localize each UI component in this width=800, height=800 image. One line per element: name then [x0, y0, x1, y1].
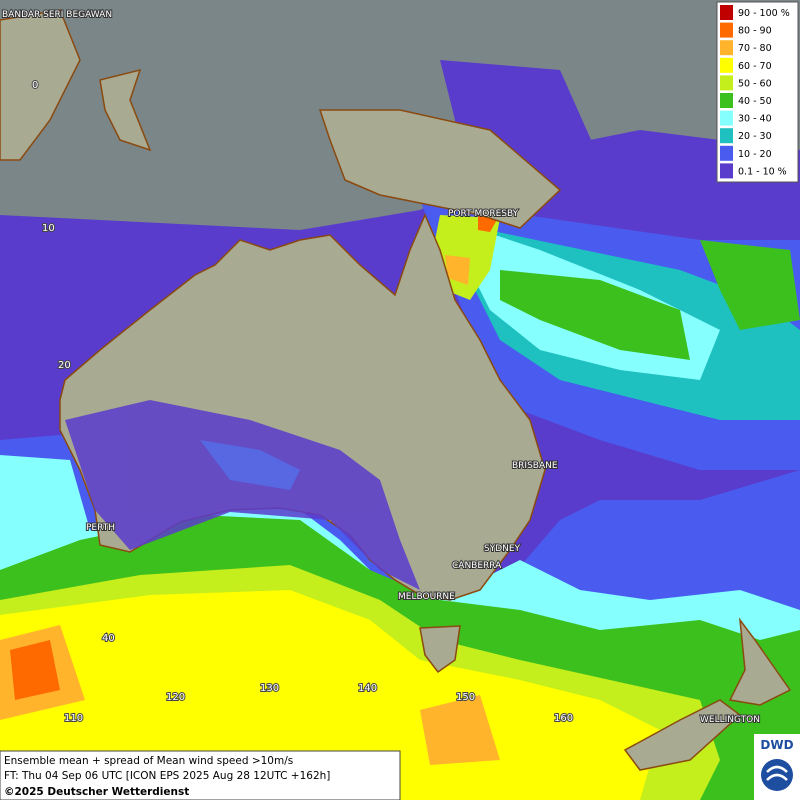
lon-label: 120	[166, 692, 185, 703]
lat-label: 10	[42, 223, 55, 234]
tasmania	[419, 625, 461, 674]
area	[65, 400, 420, 590]
area	[445, 255, 470, 285]
legend-swatch	[720, 22, 733, 38]
borneo	[0, 9, 81, 161]
legend-swatch	[720, 57, 733, 73]
place-label: BRISBANE	[512, 461, 558, 471]
lon-label: 140	[358, 683, 377, 694]
info-text: Ensemble mean + spread of Mean wind spee…	[4, 755, 293, 767]
legend: 90 - 100 % 80 - 90 70 - 80 60 - 70 50 - 60 40…	[716, 1, 799, 183]
logo-text: DWD	[760, 738, 793, 752]
place-label: PERTH	[86, 523, 115, 533]
sulawesi	[99, 68, 152, 152]
place-label: MELBOURNE	[398, 592, 455, 602]
place-label: CANBERRA	[452, 561, 502, 571]
legend-label: 10 - 20	[738, 149, 772, 160]
place-label: BANDAR SERI BEGAWAN	[2, 10, 112, 20]
area	[10, 640, 60, 700]
legend-swatch	[720, 145, 733, 161]
place-label: WELLINGTON	[700, 715, 760, 725]
interior-areas	[65, 400, 420, 590]
lat-label: 40	[102, 633, 115, 644]
lon-label: 160	[554, 713, 573, 724]
legend-swatch	[720, 93, 733, 108]
legend-swatch	[720, 40, 733, 56]
area	[200, 440, 300, 490]
area	[500, 270, 690, 360]
area	[700, 240, 800, 330]
legend-swatch	[720, 163, 733, 179]
legend-swatch	[720, 128, 733, 144]
legend-label: 50 - 60	[738, 78, 772, 89]
lon-label: 150	[456, 692, 475, 703]
place-label: PORT MORESBY	[448, 209, 519, 219]
legend-label: 90 - 100 %	[738, 8, 790, 19]
nz-north	[728, 617, 792, 706]
area	[420, 695, 500, 765]
new-guinea	[318, 109, 562, 229]
nz-south	[623, 699, 742, 771]
legend-label: 20 - 30	[738, 131, 772, 142]
legend-label: 30 - 40	[738, 114, 772, 125]
lon-label: 110	[64, 713, 83, 724]
lon-label: 130	[260, 683, 279, 694]
info-text: FT: Thu 04 Sep 06 UTC [ICON EPS 2025 Aug…	[4, 770, 330, 782]
place-label: SYDNEY	[484, 544, 521, 554]
logo-waves	[766, 765, 788, 781]
legend-label: 70 - 80	[738, 43, 772, 54]
legend-swatch	[720, 5, 733, 20]
copyright: ©2025 Deutscher Wetterdienst	[4, 786, 189, 798]
legend-label: 80 - 90	[738, 26, 772, 37]
legend-label: 0.1 - 10 %	[738, 166, 787, 177]
legend-label: 60 - 70	[738, 61, 772, 72]
lat-label: 0	[32, 80, 38, 91]
lat-label: 20	[58, 360, 71, 371]
info-box	[0, 750, 401, 800]
legend-swatch	[720, 110, 733, 126]
legend-label: 40 - 50	[738, 96, 772, 107]
legend-swatch	[720, 75, 733, 91]
